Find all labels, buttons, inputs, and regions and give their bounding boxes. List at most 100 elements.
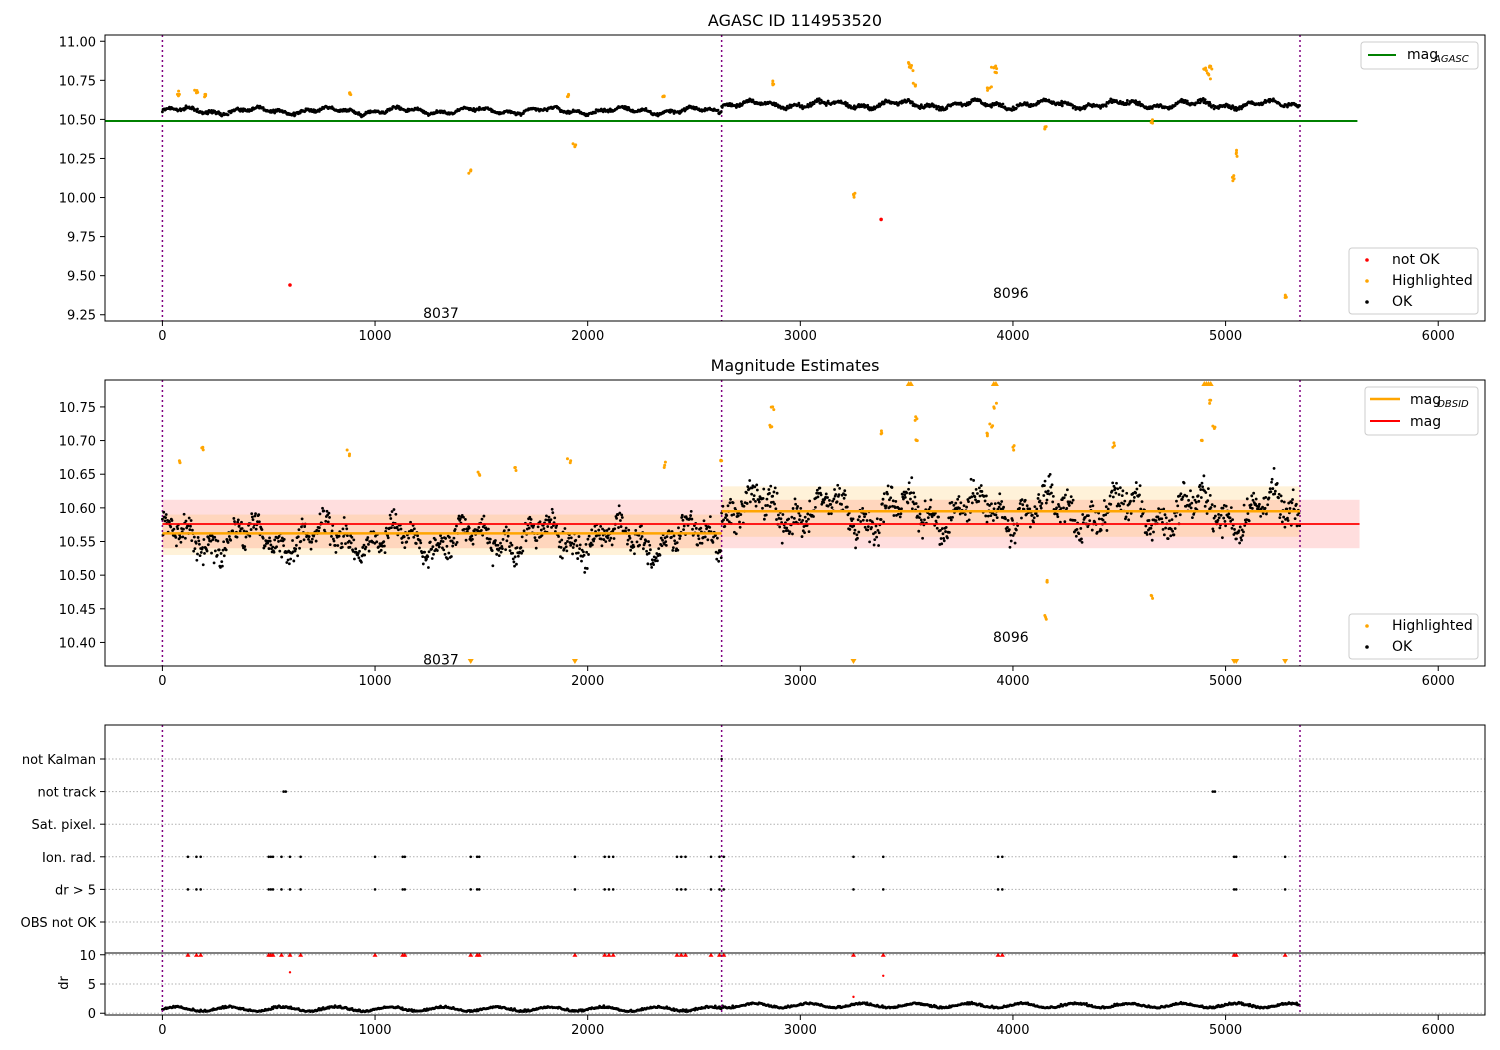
ok-point-mag [563, 527, 567, 530]
ok-point-mag [471, 542, 475, 546]
ok-point-mag [1086, 525, 1090, 529]
ok-point-mag [624, 526, 628, 530]
dr-clipped-marker [572, 952, 578, 957]
ok-point-mag [874, 524, 878, 528]
ok-point-mag [1205, 512, 1209, 515]
ok-point-mag [957, 495, 961, 498]
ok-point-mag [1036, 514, 1039, 518]
ok-point-mag [1104, 505, 1108, 509]
ok-point-mag [620, 516, 624, 519]
ok-point-mag [599, 524, 603, 528]
ok-point-mag [606, 536, 610, 540]
ok-point-mag [549, 518, 553, 522]
agasc-legend-bottom: not OK Highlighted OK [1348, 247, 1479, 315]
ok-point-mag [723, 524, 727, 528]
ok-point-mag [678, 537, 682, 540]
ok-point-mag [1169, 527, 1173, 531]
ok-point-mag [205, 549, 209, 553]
ok-point-mag [423, 550, 426, 554]
ok-point-mag [1122, 502, 1125, 506]
ok-point-mag [486, 527, 490, 531]
ok-point-mag [414, 542, 418, 545]
ok-point-mag [949, 518, 953, 522]
ok-point-mag [640, 535, 644, 538]
ok-point-mag [798, 518, 801, 522]
ok-point-mag [842, 496, 846, 500]
ok-point-mag [565, 549, 569, 553]
ok-point-mag [196, 536, 200, 539]
ok-point-mag [1286, 519, 1290, 522]
flag-marker [403, 888, 407, 891]
ok-point-mag [300, 517, 304, 521]
ok-point-mag [272, 550, 276, 554]
ok-point-mag [1059, 507, 1063, 510]
highlighted-point-mag [988, 422, 992, 426]
ok-point-mag [583, 571, 587, 574]
ok-point-mag [697, 537, 701, 541]
ok-point-mag [296, 535, 300, 539]
ok-point-mag [649, 562, 653, 566]
flag-marker [195, 888, 198, 891]
ok-point-mag [366, 536, 370, 539]
ok-point-mag [854, 546, 858, 550]
ok-point-mag [944, 525, 948, 529]
ok-point-mag [752, 497, 755, 501]
ok-point-mag [725, 514, 729, 517]
agasc-xtick-label: 2000 [571, 329, 604, 344]
ok-point-mag [617, 526, 620, 529]
magnitude-legend-top: mag OBSID mag [1364, 386, 1479, 436]
highlighted-point [1232, 174, 1236, 178]
ok-point-mag [603, 529, 606, 533]
dr-clipped-marker [402, 952, 408, 957]
ok-point-mag [1270, 477, 1274, 481]
ok-point-mag [1132, 496, 1136, 499]
ok-point-mag [527, 526, 531, 530]
ok-point-mag [1189, 506, 1193, 510]
ok-point-mag [348, 545, 352, 549]
highlighted-point-mag [201, 448, 205, 452]
highlighted-point-mag [985, 431, 989, 435]
ok-point-mag [921, 536, 924, 540]
agasc-panel: AGASC ID 114953520 11.0010.7510.5010.251… [59, 11, 1486, 344]
ok-point-mag [805, 520, 808, 523]
ok-point-mag [1200, 481, 1204, 485]
ok-point-mag [722, 518, 725, 522]
ok-point-mag [1046, 489, 1050, 493]
flag-marker [282, 790, 285, 793]
ok-point-mag [427, 550, 431, 554]
dr-outlier-point [288, 971, 292, 974]
ok-point-mag [508, 549, 512, 553]
ok-point-mag [575, 544, 579, 548]
ok-point-mag [194, 541, 198, 545]
ok-point-mag [172, 527, 176, 531]
ok-point-mag [1021, 503, 1025, 507]
ok-point-mag [863, 525, 867, 529]
ok-point-mag [988, 504, 991, 507]
ok-point-mag [547, 515, 551, 519]
highlighted-point-mag [1200, 438, 1204, 442]
ok-point-mag [700, 541, 704, 545]
ok-point-mag [935, 526, 939, 530]
ok-point-mag [769, 484, 773, 488]
ok-point-mag [1149, 526, 1153, 530]
ok-point-mag [430, 547, 434, 551]
ok-point [1208, 102, 1212, 106]
ok-point-mag [1206, 499, 1210, 503]
ok-point-mag [1178, 494, 1182, 498]
ok-point-mag [794, 520, 798, 524]
ok-point-mag [1048, 472, 1052, 476]
not-ok-point [288, 283, 292, 287]
ok-point-mag [416, 534, 419, 538]
dr-clipped-marker [880, 952, 886, 957]
ok-point [261, 106, 265, 109]
ok-point-mag [1055, 512, 1059, 516]
ok-point-mag [787, 517, 791, 521]
ok-point-mag [296, 554, 300, 558]
ok-point-mag [509, 541, 513, 545]
ok-point-mag [294, 547, 298, 551]
ok-point-mag [1193, 498, 1197, 502]
ok-point-mag [757, 498, 761, 502]
ok-point-mag [991, 519, 995, 522]
ok-point-mag [1091, 504, 1095, 508]
highlighted-point-mag [1151, 596, 1155, 600]
